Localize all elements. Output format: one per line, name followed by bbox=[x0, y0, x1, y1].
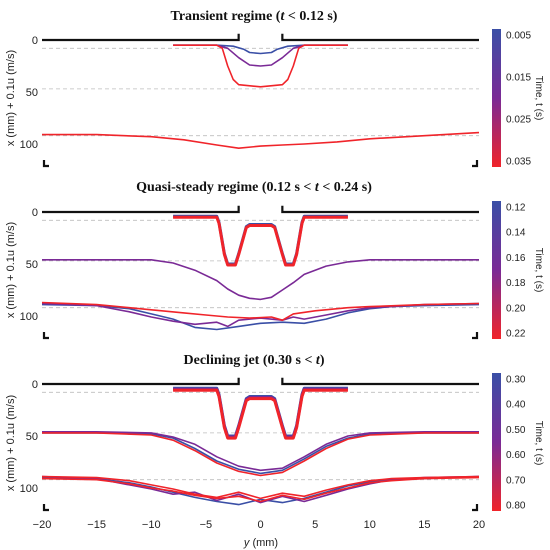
nozzle-right-wall bbox=[281, 205, 479, 214]
panel-title: Transient regime (t < 0.12 s) bbox=[171, 9, 338, 24]
colorbar-tick-label: 0.20 bbox=[506, 303, 526, 314]
y-tick-label: 50 bbox=[26, 431, 38, 443]
y-tick-label: 100 bbox=[20, 311, 38, 323]
colorbar bbox=[492, 29, 501, 167]
series-line-1 bbox=[173, 214, 348, 266]
panel-declining-jet: Declining jet (0.30 s < t) 0 50 100 x (mm)… bbox=[5, 353, 544, 512]
series-line-4 bbox=[42, 131, 480, 149]
y-tick-label: 50 bbox=[26, 87, 38, 99]
x-tick-label: 0 bbox=[257, 519, 263, 531]
colorbar-ticks: 0.005 0.015 0.025 0.035 bbox=[506, 31, 531, 168]
series-group bbox=[41, 386, 480, 506]
colorbar-ticks: 0.12 0.14 0.16 0.18 0.20 0.22 bbox=[506, 203, 526, 340]
x-tick-label: 15 bbox=[418, 519, 430, 531]
series-group bbox=[42, 44, 480, 149]
y-tick-label: 0 bbox=[32, 207, 38, 219]
colorbar-tick-label: 0.50 bbox=[506, 425, 526, 436]
colorbar bbox=[492, 201, 501, 339]
y-tick-labels: 0 50 100 bbox=[20, 207, 38, 323]
nozzle-right-wall bbox=[281, 377, 479, 386]
series-line-6 bbox=[42, 432, 479, 477]
series-line-9 bbox=[41, 476, 480, 503]
panel-quasi-steady: Quasi-steady regime (0.12 s < t < 0.24 s… bbox=[5, 180, 544, 340]
colorbar-tick-label: 0.16 bbox=[506, 253, 526, 264]
series-line-2 bbox=[173, 215, 348, 267]
nozzle-left-wall bbox=[42, 205, 240, 214]
nozzle-left-wall bbox=[42, 33, 240, 42]
corner-mark-left bbox=[42, 332, 49, 340]
colorbar-tick-label: 0.005 bbox=[506, 31, 531, 42]
series-line-2 bbox=[173, 44, 348, 67]
colorbar bbox=[492, 373, 501, 511]
colorbar-tick-label: 0.025 bbox=[506, 115, 531, 126]
series-line-1 bbox=[173, 44, 348, 55]
colorbar-tick-label: 0.40 bbox=[506, 400, 526, 411]
series-line-5 bbox=[41, 302, 480, 328]
colorbar-tick-label: 0.80 bbox=[506, 501, 526, 512]
y-tick-label: 100 bbox=[20, 139, 38, 151]
corner-mark-left bbox=[42, 160, 49, 168]
x-tick-label: 5 bbox=[312, 519, 318, 531]
x-tick-label: 20 bbox=[473, 519, 485, 531]
series-line-4 bbox=[42, 432, 479, 475]
corner-mark-left bbox=[42, 504, 49, 512]
colorbar-tick-label: 0.60 bbox=[506, 450, 526, 461]
series-line-3 bbox=[42, 259, 479, 301]
colorbar-tick-label: 0.70 bbox=[506, 475, 526, 486]
panel-transient: Transient regime (t < 0.12 s) 0 50 100 x (… bbox=[5, 9, 544, 168]
nozzle-right-wall bbox=[281, 33, 479, 42]
y-tick-label: 100 bbox=[20, 483, 38, 495]
colorbar-title: Time, t (s) bbox=[533, 421, 544, 466]
series-group bbox=[41, 214, 480, 331]
colorbar-tick-label: 0.30 bbox=[506, 375, 526, 386]
x-tick-label: −10 bbox=[142, 519, 161, 531]
colorbar-tick-label: 0.18 bbox=[506, 278, 526, 289]
y-tick-labels: 0 50 100 bbox=[20, 379, 38, 495]
y-axis-label: x (mm) + 0.1u (m/s) bbox=[5, 222, 17, 318]
corner-mark-right bbox=[472, 160, 479, 168]
y-tick-label: 0 bbox=[32, 379, 38, 391]
series-line-2 bbox=[173, 387, 348, 439]
series-line-3 bbox=[173, 44, 348, 88]
colorbar-ticks: 0.30 0.40 0.50 0.60 0.70 0.80 bbox=[506, 375, 526, 512]
y-axis-label: x (mm) + 0.1u (m/s) bbox=[5, 395, 17, 491]
x-tick-labels: −20 −15 −10 −5 0 5 10 15 20 bbox=[33, 519, 485, 531]
nozzle-left-wall bbox=[42, 377, 240, 386]
corner-mark-right bbox=[472, 504, 479, 512]
x-tick-label: 10 bbox=[364, 519, 376, 531]
colorbar-tick-label: 0.22 bbox=[506, 329, 526, 340]
nozzle-outline bbox=[42, 205, 479, 340]
colorbar-title: Time, t (s) bbox=[533, 76, 544, 121]
y-tick-label: 50 bbox=[26, 259, 38, 271]
colorbar-title: Time, t (s) bbox=[533, 248, 544, 293]
gridlines bbox=[42, 219, 479, 309]
series-line-5 bbox=[42, 431, 479, 472]
nozzle-outline bbox=[42, 377, 479, 512]
colorbar-tick-label: 0.015 bbox=[506, 73, 531, 84]
series-line-10 bbox=[41, 475, 480, 500]
series-line-3 bbox=[173, 388, 348, 440]
series-line-1 bbox=[173, 386, 348, 438]
colorbar-tick-label: 0.035 bbox=[506, 157, 531, 168]
panel-title: Quasi-steady regime (0.12 s < t < 0.24 s… bbox=[136, 180, 372, 195]
x-axis-label: y (mm) bbox=[243, 537, 278, 549]
series-line-6 bbox=[41, 301, 480, 321]
x-tick-label: −20 bbox=[33, 519, 52, 531]
gridlines bbox=[42, 391, 479, 481]
panel-title: Declining jet (0.30 s < t) bbox=[184, 353, 325, 368]
corner-mark-right bbox=[472, 332, 479, 340]
y-tick-label: 0 bbox=[32, 35, 38, 47]
colorbar-tick-label: 0.12 bbox=[506, 203, 526, 214]
nozzle-outline bbox=[42, 33, 479, 168]
x-tick-label: −5 bbox=[200, 519, 213, 531]
gridlines bbox=[42, 47, 479, 137]
colorbar-tick-label: 0.14 bbox=[506, 228, 526, 239]
y-axis-label: x (mm) + 0.1u (m/s) bbox=[5, 50, 17, 146]
x-tick-label: −15 bbox=[87, 519, 106, 531]
plot-area bbox=[42, 28, 479, 168]
series-line-7 bbox=[41, 475, 480, 506]
y-tick-labels: 0 50 100 bbox=[20, 35, 38, 151]
